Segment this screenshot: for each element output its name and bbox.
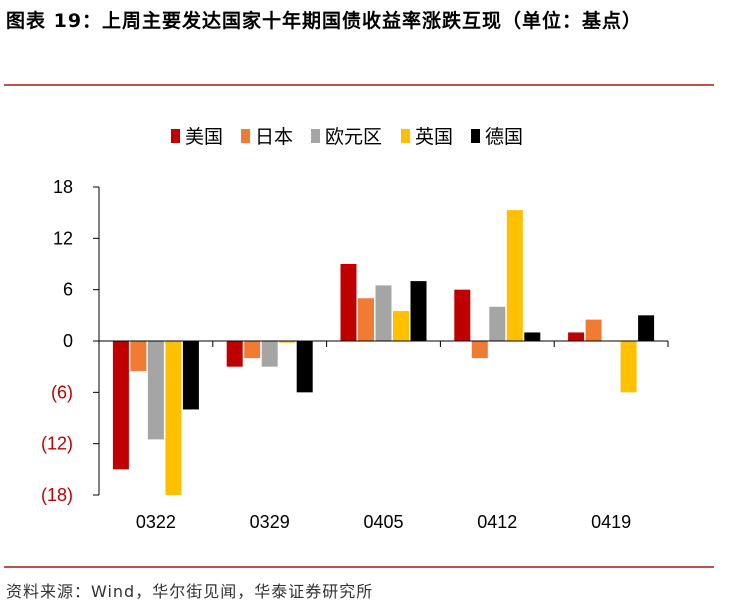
y-tick-label: 6 — [63, 280, 73, 300]
legend-swatch — [241, 129, 250, 143]
x-axis: 0322 0329 0405 0412 0419 — [98, 340, 669, 532]
y-tick-label: (18) — [41, 485, 73, 505]
bar — [506, 210, 523, 341]
y-tick-label: 0 — [63, 331, 73, 351]
bar — [393, 311, 409, 341]
bar — [226, 341, 243, 367]
bar — [471, 341, 488, 359]
x-tick-label: 0329 — [250, 512, 290, 532]
legend-label: 英国 — [415, 126, 453, 148]
bar — [130, 341, 147, 371]
y-tick-label: (12) — [41, 434, 73, 454]
bar — [296, 341, 313, 393]
bars — [112, 210, 655, 495]
bar — [568, 332, 585, 341]
y-tick-label: 18 — [53, 177, 73, 197]
bar — [340, 264, 357, 341]
bottom-divider — [4, 566, 714, 568]
bar — [454, 289, 471, 341]
bar — [524, 332, 541, 341]
x-tick-label: 0405 — [363, 512, 403, 532]
bar — [147, 341, 164, 440]
legend: 美国 日本 欧元区 英国 德国 — [171, 126, 523, 148]
bar — [261, 341, 278, 367]
source-note: 资料来源：Wind，华尔街见闻，华泰证券研究所 — [6, 582, 374, 601]
legend-swatch — [171, 129, 180, 143]
x-tick-label: 0322 — [136, 512, 176, 532]
y-tick-label: (6) — [51, 382, 73, 402]
x-tick-label: 0412 — [477, 512, 517, 532]
legend-label: 日本 — [255, 126, 293, 148]
bar — [112, 341, 129, 470]
bar — [375, 285, 392, 341]
bar — [358, 298, 374, 341]
legend-label: 美国 — [185, 126, 223, 148]
legend-label: 德国 — [485, 126, 523, 148]
bar — [244, 341, 261, 359]
bar — [585, 319, 602, 341]
top-divider — [4, 84, 714, 86]
legend-label: 欧元区 — [325, 126, 382, 148]
bar — [279, 341, 296, 343]
chart-title: 图表 19：上周主要发达国家十年期国债收益率涨跌互现（单位：基点） — [6, 10, 643, 32]
bar — [638, 315, 655, 341]
bar — [410, 281, 427, 341]
legend-swatch — [311, 129, 320, 143]
x-tick-label: 0419 — [591, 512, 631, 532]
bar — [489, 306, 506, 341]
bar — [182, 341, 199, 410]
legend-swatch — [401, 129, 410, 143]
bar — [620, 341, 637, 393]
legend-swatch — [471, 129, 480, 143]
y-axis: 18 12 6 0 (6) (12) (18) — [41, 177, 100, 505]
bar — [165, 341, 182, 495]
y-tick-label: 12 — [53, 228, 73, 248]
